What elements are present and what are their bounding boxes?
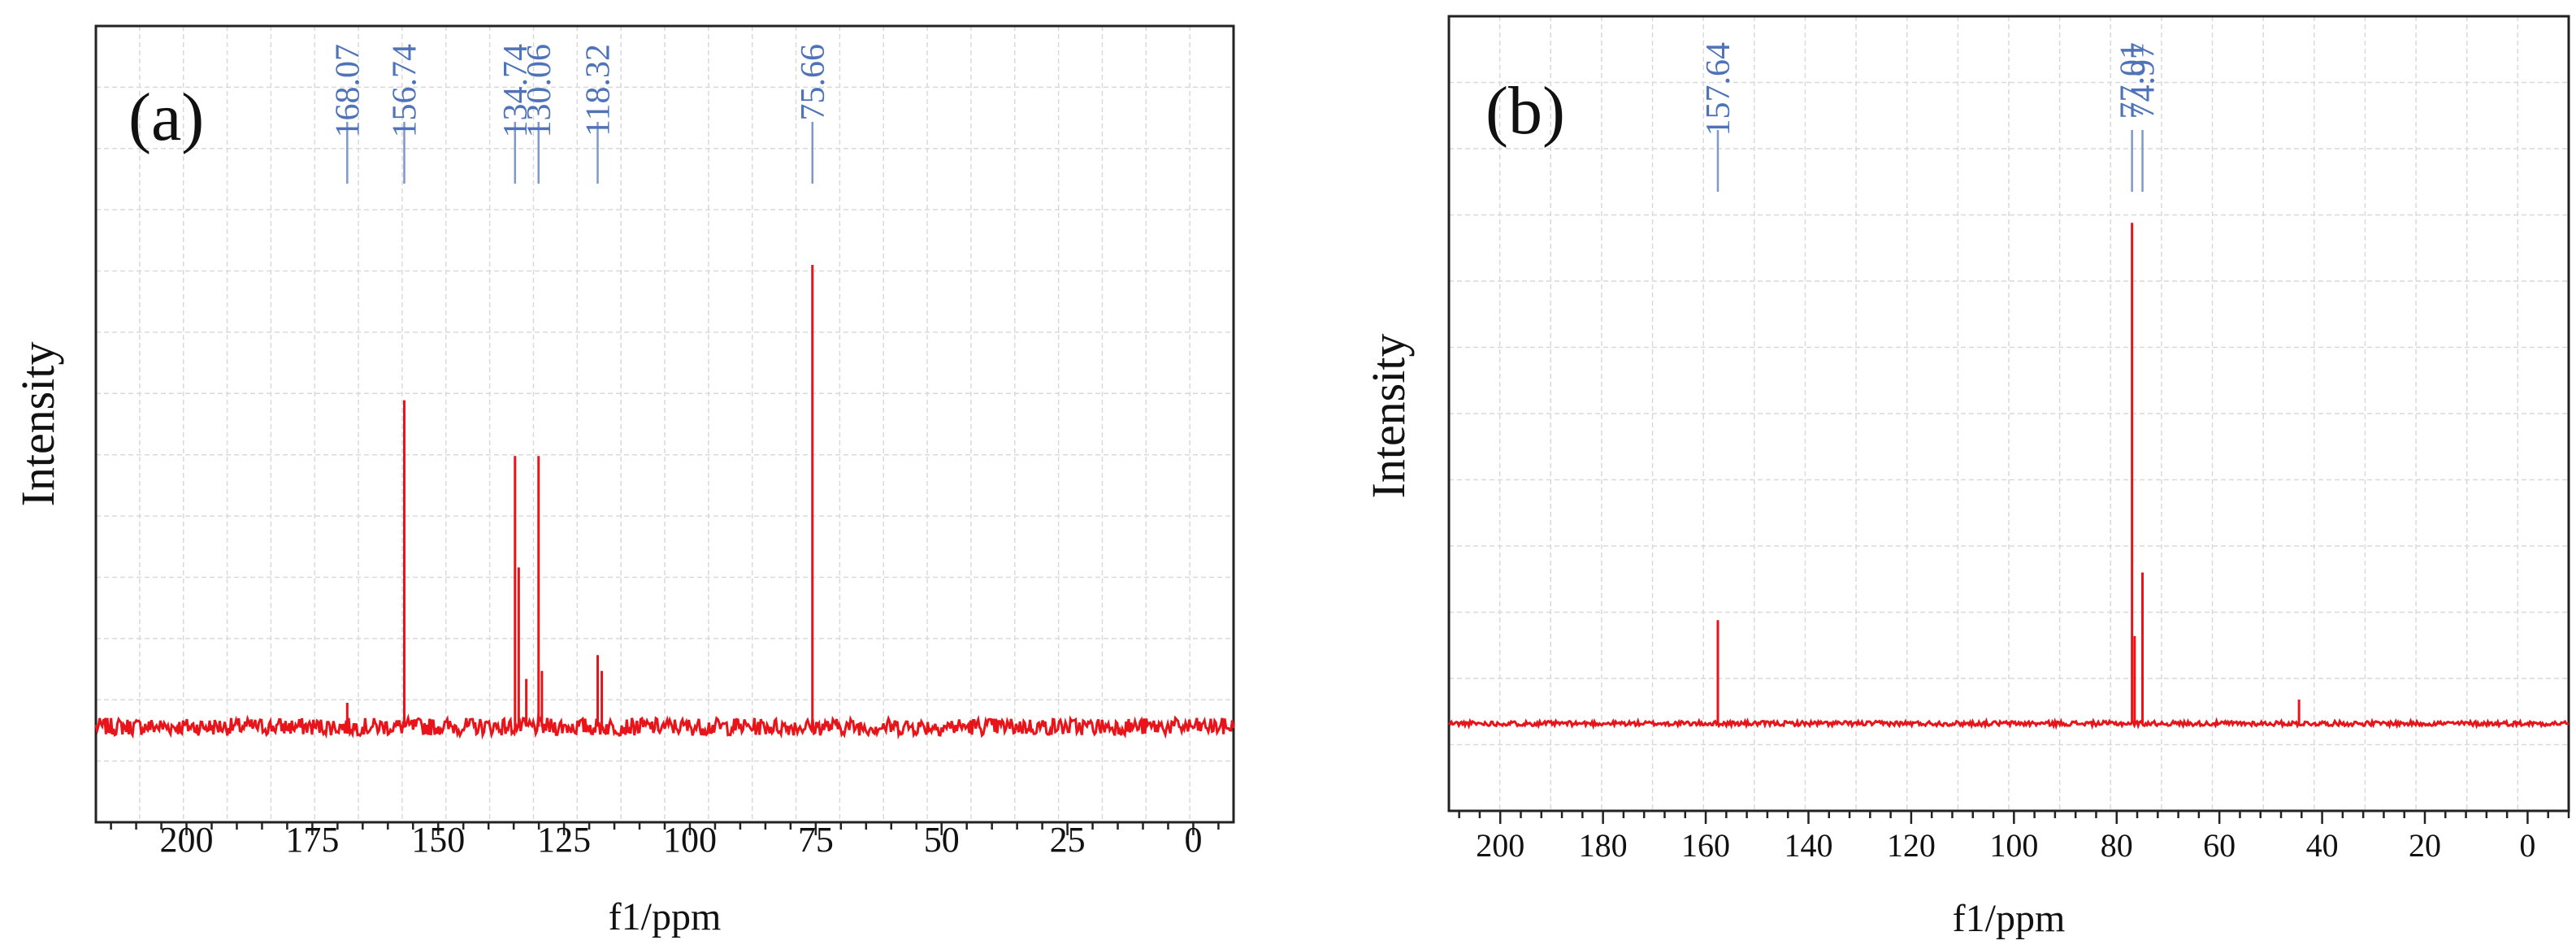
x-tick-label: 60 (2203, 827, 2236, 864)
panel-b-spectrum (1447, 223, 2569, 730)
x-tick-label: 20 (2409, 827, 2441, 864)
x-tick-label: 200 (1476, 827, 1524, 864)
panel-a-label: (a) (128, 80, 204, 155)
peak-label: 168.07 (329, 44, 366, 138)
peak-label: 130.06 (521, 44, 558, 138)
panel-a-ticks (110, 822, 1220, 835)
panel-b: 200 180 160 140 120 100 80 60 40 20 0 157.64 77.017… (1362, 15, 2570, 940)
spectrum-baseline (94, 713, 1235, 740)
panel-b-ticks (1458, 811, 2570, 824)
x-tick-label: 100 (663, 820, 717, 860)
peak-label: 75.66 (795, 44, 832, 121)
x-tick-label: 180 (1579, 827, 1628, 864)
panel-a-spectrum (94, 265, 1235, 740)
x-tick-label: 25 (1050, 820, 1086, 860)
panel-b-x-axis-label: f1/ppm (1953, 897, 2066, 940)
x-tick-label: 120 (1887, 827, 1936, 864)
x-tick-label: 100 (1989, 827, 2038, 864)
panel-b-label: (b) (1485, 73, 1565, 149)
panel-b-y-axis-label: Intensity (1362, 334, 1415, 499)
panel-a: 200 175 150 125 100 75 50 25 0 168.07 156.74 134.7… (11, 24, 1235, 938)
x-tick-label: 0 (1184, 820, 1202, 860)
x-tick-label: 125 (537, 820, 591, 860)
panel-b-grid (1449, 16, 2569, 811)
peak-label: 156.74 (386, 44, 423, 138)
x-tick-label: 0 (2519, 827, 2535, 864)
panel-b-frame (1447, 15, 2570, 812)
peak-label: 157.64 (1700, 42, 1737, 136)
x-tick-label: 75 (798, 820, 834, 860)
panel-a-x-axis-label: f1/ppm (609, 895, 722, 938)
x-tick-label: 50 (924, 820, 960, 860)
peak-label: 77.01 (2114, 42, 2152, 119)
peak-label: 74.97 (2125, 42, 2162, 119)
x-tick-label: 160 (1681, 827, 1730, 864)
x-tick-label: 40 (2306, 827, 2339, 864)
panel-a-y-axis-label: Intensity (11, 342, 64, 507)
x-tick-label: 80 (2101, 827, 2133, 864)
peak-label: 134.74 (497, 44, 535, 138)
x-tick-label: 140 (1784, 827, 1832, 864)
x-tick-label: 150 (411, 820, 465, 860)
panel-a-grid (96, 26, 1234, 822)
panel-b-tick-labels: 200 180 160 140 120 100 80 60 40 20 0 (1476, 827, 2535, 864)
peak-label: 118.32 (579, 44, 617, 136)
panel-a-tick-labels: 200 175 150 125 100 75 50 25 0 (160, 820, 1203, 860)
x-tick-label: 175 (285, 820, 339, 860)
spectrum-baseline (1447, 717, 2569, 730)
x-tick-label: 200 (160, 820, 214, 860)
